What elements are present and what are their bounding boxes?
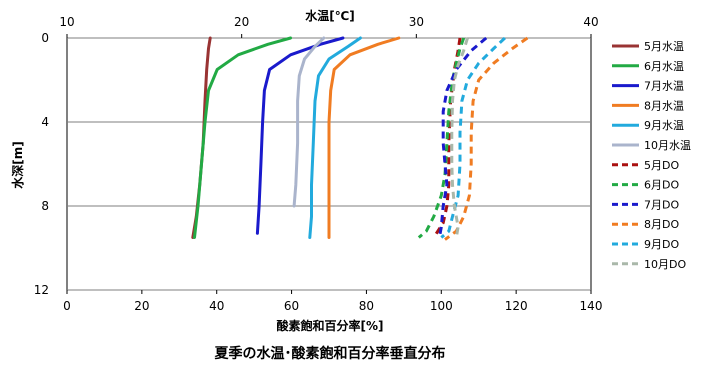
top-x-axis-title: 水温[℃]: [305, 8, 355, 23]
legend-label: 5月DO: [644, 159, 679, 172]
bottom-x-tick-label: 140: [580, 299, 603, 313]
bottom-x-tick-label: 80: [359, 299, 374, 313]
y-tick-label: 4: [41, 115, 49, 129]
legend-label: 10月DO: [644, 258, 686, 271]
top-x-axis-ticks: 10 20 30 40: [59, 15, 599, 38]
series-line-11: [440, 36, 506, 239]
top-x-tick-label: 10: [59, 15, 74, 29]
top-x-tick-label: 40: [583, 15, 598, 29]
y-axis-ticks: 0 4 8 12: [34, 31, 49, 297]
series-line-6: [292, 36, 326, 208]
legend-label: 9月DO: [644, 238, 679, 251]
series-line-5: [308, 36, 362, 239]
series-layer: [191, 36, 529, 241]
bottom-x-tick-label: 100: [430, 299, 453, 313]
top-x-tick-label: 30: [409, 15, 424, 29]
legend-label: 6月DO: [644, 179, 679, 192]
bottom-x-axis-ticks: 0 20 40 60 80 100 120 140: [63, 290, 602, 313]
chart-title: 夏季の水温･酸素飽和百分率垂直分布: [215, 345, 446, 362]
y-axis-title: 水深[m]: [10, 141, 25, 188]
y-tick-label: 12: [34, 283, 49, 297]
series-line-2: [193, 36, 293, 239]
legend-label: 10月水温: [644, 139, 691, 152]
bottom-x-axis-title: 酸素飽和百分率[%]: [277, 318, 384, 333]
series-line-3: [255, 36, 345, 235]
bottom-x-tick-label: 40: [209, 299, 224, 313]
legend-label: 9月水温: [644, 119, 684, 132]
bottom-x-tick-label: 60: [284, 299, 299, 313]
legend-label: 6月水温: [644, 60, 684, 73]
legend-label: 8月DO: [644, 218, 679, 231]
series-line-12: [450, 37, 469, 238]
bottom-x-tick-label: 0: [63, 299, 71, 313]
y-tick-label: 0: [41, 31, 49, 45]
bottom-x-tick-label: 120: [505, 299, 528, 313]
legend-label: 7月DO: [644, 198, 679, 211]
top-x-tick-label: 20: [234, 15, 249, 29]
series-line-7: [432, 37, 462, 239]
legend-label: 5月水温: [644, 40, 684, 53]
legend-label: 8月水温: [644, 99, 684, 112]
legend-label: 7月水温: [644, 80, 684, 93]
bottom-x-tick-label: 20: [134, 299, 149, 313]
series-line-4: [327, 36, 401, 239]
legend: 5月水温 6月水温 7月水温 8月水温 9月水温 10月水温 5月DO 6月DO 7月DO 8月D…: [612, 40, 691, 271]
y-tick-label: 8: [41, 199, 49, 213]
series-line-10: [444, 36, 529, 241]
